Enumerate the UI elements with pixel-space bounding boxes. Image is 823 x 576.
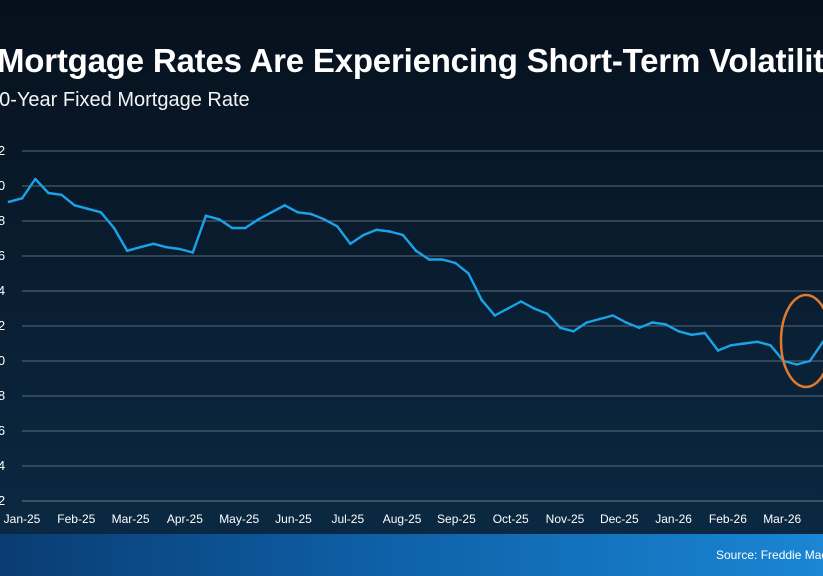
data-point [519, 300, 523, 303]
y-tick-label: 7.0 [0, 178, 5, 193]
x-tick-label: Jan-25 [4, 512, 41, 526]
data-point [716, 349, 720, 352]
data-point [178, 247, 181, 251]
y-tick-label: 6.4 [0, 283, 5, 298]
data-point [467, 272, 470, 275]
x-tick-label: Jul-25 [331, 512, 364, 526]
x-axis-ticks: Jan-25 Feb-25 Mar-25 Apr-25 May-25 Jun-25 Jul-… [4, 512, 802, 526]
data-point [34, 177, 37, 181]
data-point [441, 258, 444, 261]
data-point [296, 211, 300, 214]
data-point [585, 321, 588, 324]
x-tick-label: Sep-25 [437, 512, 476, 526]
data-point [414, 249, 418, 253]
gridlines [22, 150, 823, 502]
x-tick-label: Mar-26 [763, 512, 801, 526]
data-point [152, 242, 155, 246]
data-point [86, 207, 90, 211]
y-tick-label: 6.6 [0, 248, 5, 263]
data-point [112, 226, 116, 230]
x-tick-label: Aug-25 [383, 512, 422, 526]
data-point [637, 326, 641, 330]
line-chart: 5.2 5.4 5.6 5.8 6.0 6.2 6.4 6.6 6.8 7.0 7.2 Jan-25… [0, 143, 823, 526]
data-point [322, 218, 326, 221]
x-tick-label: Jan-26 [655, 512, 692, 526]
data-point [73, 204, 76, 207]
data-point [427, 258, 431, 261]
y-tick-label: 5.6 [0, 423, 5, 438]
data-point [742, 342, 746, 345]
x-tick-label: Apr-25 [167, 512, 203, 526]
data-point [191, 251, 195, 254]
data-point [99, 211, 103, 214]
data-point [651, 321, 654, 324]
data-point [388, 230, 392, 233]
data-point [756, 340, 759, 344]
data-point [611, 314, 615, 317]
data-point [493, 314, 497, 317]
data-point [217, 218, 221, 221]
y-tick-label: 5.8 [0, 388, 5, 403]
data-point [335, 225, 339, 228]
footer-bar [0, 534, 823, 576]
data-point [690, 333, 693, 337]
x-tick-label: Feb-26 [709, 512, 747, 526]
data-point [204, 214, 208, 218]
data-point [125, 249, 129, 253]
data-points [7, 177, 823, 366]
data-point [165, 245, 168, 249]
chart-title: Mortgage Rates Are Experiencing Short-Te… [0, 42, 823, 79]
data-point [808, 359, 812, 363]
data-point [769, 344, 772, 347]
source-credit: Source: Freddie Mac [716, 548, 823, 562]
y-tick-label: 6.2 [0, 318, 5, 333]
data-point [244, 226, 247, 230]
data-point [454, 261, 457, 265]
data-point [309, 212, 313, 216]
data-point [230, 226, 234, 230]
y-tick-label: 7.2 [0, 143, 5, 158]
volatility-highlight-ellipse [779, 293, 823, 389]
data-point [703, 331, 707, 335]
x-tick-label: Mar-25 [112, 512, 150, 526]
y-tick-label: 5.4 [0, 458, 5, 473]
y-tick-label: 5.2 [0, 493, 5, 508]
chart-subtitle: 30-Year Fixed Mortgage Rate [0, 89, 250, 111]
data-point [283, 204, 287, 207]
data-point [624, 321, 628, 324]
y-tick-label: 6.8 [0, 213, 5, 228]
data-point [20, 197, 24, 200]
data-point [362, 233, 365, 237]
data-point [47, 191, 50, 195]
data-point [257, 218, 260, 221]
data-point [7, 200, 11, 204]
data-point [546, 312, 549, 316]
data-point [506, 307, 510, 310]
data-point [60, 193, 63, 197]
data-point [729, 344, 733, 347]
x-tick-label: Feb-25 [57, 512, 95, 526]
data-point [139, 245, 142, 249]
y-tick-label: 6.0 [0, 353, 5, 368]
x-tick-label: Dec-25 [600, 512, 639, 526]
data-point [375, 228, 378, 232]
x-tick-label: May-25 [219, 512, 259, 526]
data-point [795, 363, 798, 366]
x-tick-label: Oct-25 [493, 512, 529, 526]
y-axis-ticks: 5.2 5.4 5.6 5.8 6.0 6.2 6.4 6.6 6.8 7.0 7.2 [0, 143, 5, 508]
data-point [664, 323, 667, 326]
data-point [598, 317, 602, 321]
data-point [480, 298, 483, 302]
x-tick-label: Nov-25 [546, 512, 585, 526]
data-point [349, 242, 352, 246]
data-point [677, 330, 680, 333]
data-point [572, 330, 575, 333]
data-point [532, 307, 536, 310]
x-tick-label: Jun-25 [275, 512, 312, 526]
series-line-30yr-fixed [7, 177, 823, 366]
data-point [270, 211, 273, 214]
data-point [559, 326, 562, 330]
data-point [401, 233, 405, 237]
